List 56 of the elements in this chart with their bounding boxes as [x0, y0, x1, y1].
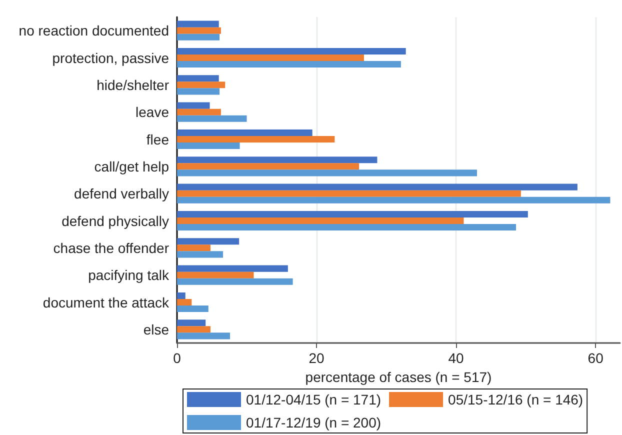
- bar: [177, 136, 335, 143]
- bar: [177, 298, 192, 306]
- bar: [177, 108, 221, 116]
- legend-label: 05/15-12/16 (n = 146): [448, 392, 584, 408]
- bar: [177, 20, 219, 28]
- y-tick-label: protection, passive: [52, 50, 170, 66]
- y-tick-label: document the attack: [42, 294, 170, 310]
- x-tick-label: 20: [308, 350, 325, 366]
- y-tick-label: hide/shelter: [96, 76, 170, 93]
- bar: [177, 61, 401, 68]
- bar: [177, 217, 464, 224]
- legend-label: 01/12-04/15 (n = 171): [246, 392, 382, 408]
- bar: [177, 251, 224, 258]
- bar: [177, 27, 221, 34]
- bar: [177, 156, 378, 164]
- bar: [177, 210, 528, 218]
- bar: [177, 196, 610, 204]
- y-tick-label: defend physically: [62, 212, 169, 229]
- bar: [177, 306, 208, 312]
- x-tick-label: 0: [173, 350, 182, 366]
- bar: [177, 224, 516, 231]
- bar: [177, 278, 293, 285]
- bar: [177, 163, 360, 170]
- bar: [177, 54, 364, 62]
- y-tick-label: pacifying talk: [88, 267, 170, 284]
- bar: [177, 115, 247, 122]
- x-tick-label: 60: [588, 350, 604, 366]
- bar: [177, 190, 521, 197]
- y-tick-label: call/get help: [94, 158, 170, 174]
- y-tick-label: flee: [146, 131, 170, 148]
- bar: [177, 102, 210, 109]
- bar: [177, 170, 477, 176]
- bar: [177, 129, 312, 136]
- x-tick-label: 40: [448, 350, 464, 366]
- x-axis-title: percentage of cases (n = 517): [305, 368, 492, 385]
- y-tick-label: no reaction documented: [18, 22, 169, 39]
- y-tick-label: leave: [136, 104, 170, 120]
- bar: [177, 82, 226, 88]
- bar: [177, 320, 206, 326]
- bar: [177, 48, 406, 54]
- y-tick-label: defend verbally: [74, 186, 169, 202]
- bar: [177, 332, 230, 340]
- bar: [177, 75, 219, 82]
- bar: [177, 34, 220, 40]
- bar: [177, 238, 240, 245]
- bar: [177, 265, 288, 272]
- bar: [177, 244, 210, 252]
- bar: [177, 88, 220, 95]
- bar: [177, 184, 578, 190]
- bar: [177, 142, 240, 150]
- y-tick-label: chase the offender: [53, 240, 170, 256]
- bar: [177, 292, 186, 299]
- legend-label: 01/17-12/19 (n = 200): [246, 414, 382, 430]
- bar: [177, 326, 210, 333]
- bar: [177, 272, 254, 278]
- y-tick-label: else: [143, 321, 170, 338]
